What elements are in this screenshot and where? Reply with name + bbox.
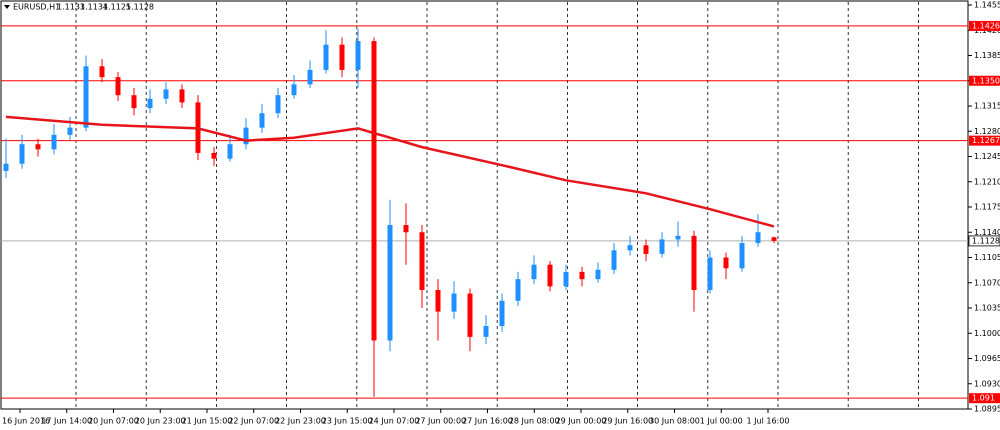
level-label: 1.091: [972, 394, 995, 403]
level-label: 1.1267: [972, 136, 1000, 145]
ohlc-close: 1.1128: [126, 3, 154, 12]
plot-frame: [0, 0, 969, 410]
x-tick-label: 21 Jun 15:00: [182, 417, 233, 426]
candle-body: [339, 44, 345, 70]
x-tick-label: 16 Jun 2016: [2, 417, 50, 426]
candle-body: [51, 134, 57, 150]
x-tick-label: 27 Jun 00:00: [415, 417, 466, 426]
y-tick-label: 1.1035: [974, 304, 1000, 313]
candle-body: [483, 326, 489, 337]
level-tag: [969, 393, 1000, 404]
moving-average: [5, 115, 775, 228]
ohlc-low: 1.1125: [103, 3, 131, 12]
candle-body: [643, 245, 649, 254]
candle-body: [163, 89, 169, 99]
candle-body: [147, 98, 153, 109]
y-tick-label: 1.1000: [974, 329, 1000, 338]
candle-body: [595, 269, 601, 280]
candle-body: [403, 225, 409, 233]
candle-body: [323, 44, 329, 70]
last-price-label: 1.1128: [972, 236, 1000, 245]
candle-body: [227, 144, 233, 159]
ohlc-high: 1.1134: [80, 3, 108, 12]
candle-body: [307, 69, 313, 85]
candle-body: [755, 232, 761, 244]
candle-body: [675, 235, 681, 240]
y-tick-label: 1.1210: [974, 177, 1000, 186]
y-tick-label: 1.1315: [974, 102, 1000, 111]
level-tag: [969, 20, 1000, 31]
x-tick-label: 20 Jun 07:00: [88, 417, 139, 426]
y-tick-label: 1.1385: [974, 51, 1000, 60]
candle-body: [467, 293, 473, 337]
x-tick-label: 17 Jun 14:00: [41, 417, 92, 426]
x-tick-label: 28 Jun 08:00: [509, 417, 560, 426]
candle-body: [131, 95, 137, 109]
candle-body: [387, 225, 393, 341]
candle-body: [3, 163, 9, 171]
candle-body: [67, 127, 73, 135]
y-tick-label: 1.1105: [974, 253, 1000, 262]
candle-body: [531, 264, 537, 280]
x-tick-label: 22 Jun 23:00: [275, 417, 326, 426]
candle-body: [563, 271, 569, 287]
x-tick-label: 27 Jun 16:00: [462, 417, 513, 426]
level-label: 1.1350: [972, 76, 1000, 85]
y-tick-label: 1.1245: [974, 152, 1000, 161]
level-tag: [969, 75, 1000, 86]
x-tick-label: 30 Jun 08:00: [649, 417, 700, 426]
x-tick-label: 20 Jun 23:00: [135, 417, 186, 426]
candle-body: [179, 89, 185, 103]
candle-body: [115, 77, 121, 96]
y-tick-label: 1.1455: [974, 1, 1000, 10]
y-tick-label: 1.0965: [974, 354, 1000, 363]
candle-body: [499, 300, 505, 327]
x-tick-label: 29 Jun 00:00: [556, 417, 607, 426]
candle-body: [723, 257, 729, 269]
menu-icon[interactable]: [4, 5, 10, 9]
candle-body: [707, 257, 713, 290]
ohlc-open: 1.1133: [57, 3, 85, 12]
y-tick-label: 1.1280: [974, 127, 1000, 136]
candle-body: [659, 239, 665, 254]
candle-body: [35, 144, 41, 150]
y-tick-label: 1.1070: [974, 278, 1000, 287]
x-tick-label: 22 Jun 07:00: [228, 417, 279, 426]
candle-body: [211, 152, 217, 159]
x-tick-label: 24 Jun 07:00: [369, 417, 420, 426]
candle-body: [547, 264, 553, 287]
candle-body: [739, 243, 745, 269]
candle-body: [19, 144, 25, 164]
candle-body: [291, 84, 297, 96]
last-price-tag: [968, 235, 1000, 247]
level-tag: [969, 135, 1000, 146]
symbol-label: EURUSD,H1: [13, 3, 60, 12]
y-tick-label: 1.0895: [974, 405, 1000, 414]
level-label: 1.1426: [972, 21, 1000, 30]
candle-body: [419, 232, 425, 290]
candle-body: [371, 41, 377, 341]
candle-body: [243, 127, 249, 145]
candle-body: [691, 235, 697, 290]
candle-body: [771, 237, 777, 241]
y-tick-label: 1.0930: [974, 379, 1000, 388]
candle-body: [275, 95, 281, 114]
candle-body: [259, 113, 265, 128]
candle-body: [579, 271, 585, 280]
candle-body: [515, 279, 521, 301]
x-tick-label: 1 Jul 16:00: [747, 417, 790, 426]
x-tick-label: 23 Jun 15:00: [322, 417, 373, 426]
candle-body: [627, 245, 633, 251]
candle-body: [611, 250, 617, 270]
candle-body: [451, 293, 457, 312]
candle-body: [83, 66, 89, 128]
candle-body: [99, 66, 105, 78]
y-tick-label: 1.1140: [974, 228, 1000, 237]
candle-body: [355, 41, 361, 70]
x-tick-label: 29 Jun 16:00: [602, 417, 653, 426]
y-tick-label: 1.1175: [974, 203, 1000, 212]
candle-body: [435, 289, 441, 312]
x-tick-label: 1 Jul 00:00: [700, 417, 743, 426]
